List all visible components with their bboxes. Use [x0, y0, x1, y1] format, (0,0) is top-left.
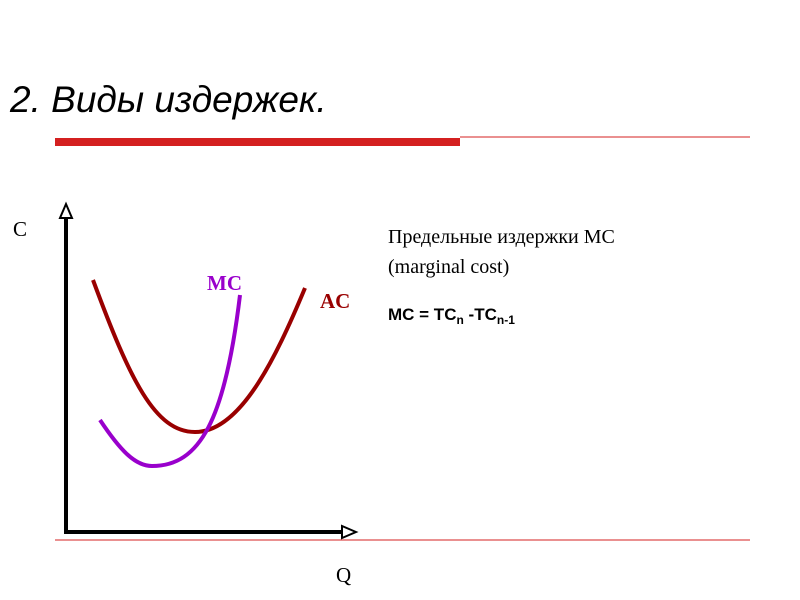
y-axis-label: C	[13, 217, 27, 241]
formula-part: MC = TC	[388, 305, 456, 324]
formula: MC = TCn -TCn-1	[388, 305, 515, 327]
ac-curve	[91, 279, 307, 435]
mc-label: MC	[207, 271, 242, 295]
x-arrow	[341, 524, 359, 540]
ac-label: AC	[320, 289, 350, 313]
y-arrow	[58, 201, 74, 219]
slide-title: 2. Виды издержек.	[9, 79, 327, 120]
formula-subscript: n-1	[497, 313, 515, 327]
definition-line: Предельные издержки MC	[388, 226, 615, 248]
formula-subscript: n	[456, 313, 463, 327]
definition-line: (marginal cost)	[388, 256, 509, 278]
x-axis-label: Q	[336, 563, 351, 587]
mc-curve	[98, 294, 242, 469]
axes	[58, 201, 359, 540]
formula-part: -TC	[464, 305, 497, 324]
title-bar	[55, 138, 460, 146]
